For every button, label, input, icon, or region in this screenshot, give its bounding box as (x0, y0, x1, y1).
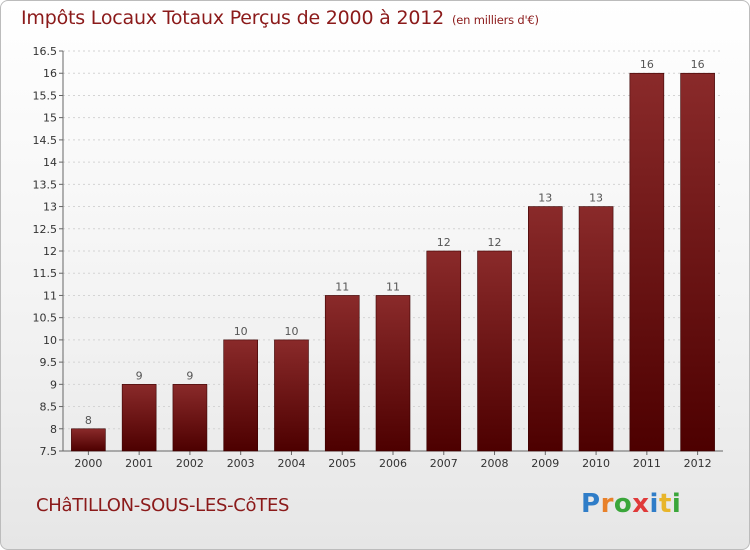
bar-2008 (477, 250, 512, 452)
data-label-2009: 13 (538, 192, 552, 205)
y-tick-label: 9.5 (40, 356, 58, 369)
bar-2009 (528, 206, 563, 452)
bar-2003 (223, 339, 258, 452)
data-label-2006: 11 (386, 280, 400, 293)
bar-2006 (375, 295, 411, 452)
bar-2010 (578, 206, 614, 452)
logo-letter: o (613, 489, 633, 519)
data-label-2000: 8 (85, 414, 92, 427)
bar-2005 (324, 295, 360, 452)
bar-2012 (680, 72, 715, 452)
x-tick-label-2011: 2011 (633, 457, 661, 470)
x-tick-label-2005: 2005 (328, 457, 356, 470)
x-tick-label-2000: 2000 (74, 457, 102, 470)
logo-letter: t (658, 489, 672, 519)
data-label-2011: 16 (640, 58, 654, 71)
bar-2004 (274, 339, 309, 452)
bar-2000 (71, 428, 106, 452)
unit-note: (en milliers d'€) (452, 13, 539, 27)
x-tick-labels: 2000 2001 2002 2003 2004 2005 2006 2007 2008 2009… (74, 457, 711, 470)
x-tick-label-2003: 2003 (227, 457, 255, 470)
logo-letter: r (600, 489, 614, 519)
x-tick-label-2007: 2007 (430, 457, 458, 470)
y-tick-label: 10.5 (33, 312, 58, 325)
chart-title: Impôts Locaux Totaux Perçus de 2000 à 20… (21, 7, 539, 29)
y-tick-label: 10 (43, 334, 57, 347)
proxiti-logo: Proxiti (581, 489, 681, 519)
y-tick-label: 12.5 (33, 223, 58, 236)
logo-letter: i (671, 489, 682, 519)
bars (71, 72, 715, 452)
data-label-2010: 13 (589, 192, 603, 205)
data-label-2012: 16 (691, 58, 705, 71)
data-label-2004: 10 (284, 325, 298, 338)
x-tick-label-2001: 2001 (125, 457, 153, 470)
y-tick-label: 7.5 (40, 445, 58, 458)
data-label-2002: 9 (186, 369, 193, 382)
y-tick-label: 12 (43, 245, 57, 258)
x-tick-label-2012: 2012 (684, 457, 712, 470)
bar-2011 (629, 72, 665, 452)
data-label-2005: 11 (335, 280, 349, 293)
y-tick-label: 15 (43, 112, 57, 125)
x-tick-label-2006: 2006 (379, 457, 407, 470)
y-tick-label: 8.5 (40, 401, 58, 414)
y-tick-label: 11.5 (33, 267, 58, 280)
x-tick-label-2010: 2010 (582, 457, 610, 470)
y-tick-label: 14.5 (33, 134, 58, 147)
y-tick-label: 13.5 (33, 178, 58, 191)
x-tick-label-2002: 2002 (176, 457, 204, 470)
x-tick-label-2009: 2009 (531, 457, 559, 470)
bar-2001 (121, 384, 157, 452)
logo-letter: x (632, 489, 650, 519)
y-tick-label: 16 (43, 67, 57, 80)
y-tick-label: 11 (43, 289, 57, 302)
data-labels: 8 9 9 10 10 11 11 12 12 13 13 16 16 (85, 58, 705, 427)
data-label-2001: 9 (136, 369, 143, 382)
y-tick-label: 9 (50, 378, 57, 391)
commune-name: CHâTILLON-SOUS-LES-CôTES (36, 495, 290, 516)
logo-letter: P (581, 489, 601, 519)
chart-title-text: Impôts Locaux Totaux Perçus de 2000 à 20… (21, 7, 445, 29)
bar-2002 (172, 384, 208, 452)
bar-2007 (426, 250, 462, 452)
data-label-2003: 10 (234, 325, 248, 338)
x-tick-label-2008: 2008 (481, 457, 509, 470)
logo-letter: i (649, 489, 659, 519)
data-label-2008: 12 (488, 236, 502, 249)
x-tick-label-2004: 2004 (277, 457, 305, 470)
y-tick-label: 15.5 (33, 89, 58, 102)
y-tick-labels: 7.5 8 8.5 9 9.5 10 10.5 11 11.5 12 12.5 13 13.5 14 14.… (33, 45, 58, 458)
y-tick-label: 16.5 (33, 45, 58, 58)
y-tick-label: 13 (43, 201, 57, 214)
y-tick-label: 8 (50, 423, 57, 436)
y-tick-label: 14 (43, 156, 57, 169)
data-label-2007: 12 (437, 236, 451, 249)
